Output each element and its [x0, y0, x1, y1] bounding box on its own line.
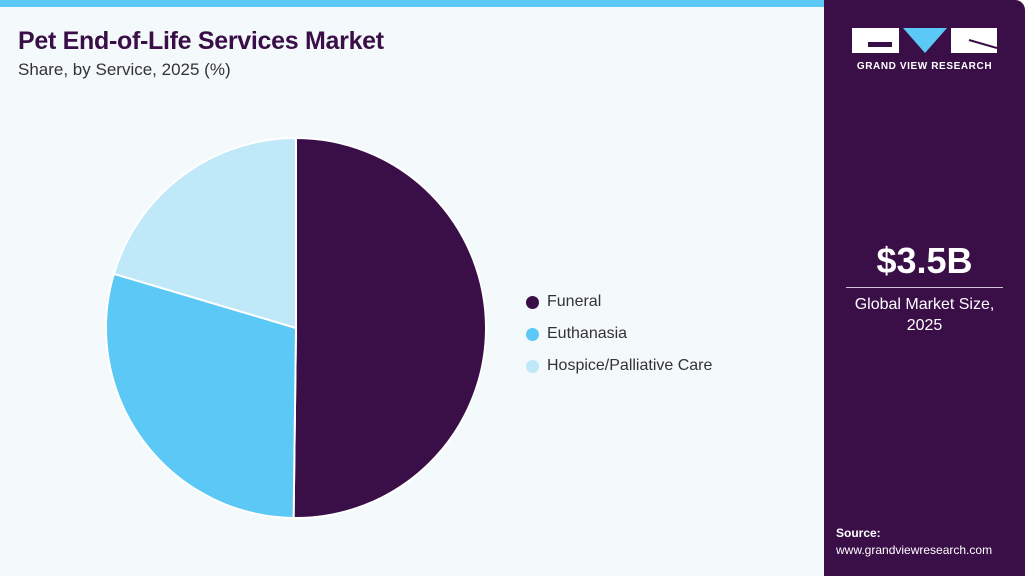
- legend-swatch: [526, 327, 539, 341]
- pie-slice-euthanasia: [105, 272, 298, 519]
- legend-swatch: [526, 359, 539, 373]
- market-size-label: Global Market Size, 2025: [824, 294, 1025, 336]
- legend-item: Funeral: [526, 286, 712, 318]
- source-label: Source:: [836, 526, 881, 540]
- legend-label: Hospice/Palliative Care: [547, 357, 713, 374]
- market-label-line1: Global Market Size,: [854, 296, 995, 313]
- chart-subtitle: Share, by Service, 2025 (%): [18, 60, 231, 79]
- legend-item: Hospice/Palliative Care: [526, 350, 712, 382]
- pie-slice-funeral: [292, 136, 487, 519]
- grand-view-research-logo: [852, 28, 997, 53]
- logo-text: GRAND VIEW RESEARCH: [856, 61, 993, 72]
- market-label-line2: 2025: [906, 317, 943, 334]
- legend-item: Euthanasia: [526, 318, 712, 350]
- chart-area: Pet End-of-Life Services Market Share, b…: [0, 0, 824, 576]
- sidebar: GRAND VIEW RESEARCH $3.5B Global Market …: [824, 0, 1025, 576]
- accent-bar: [0, 0, 824, 7]
- legend-swatch: [526, 295, 539, 309]
- chart-title: Pet End-of-Life Services Market: [18, 27, 384, 55]
- source-url[interactable]: www.grandviewresearch.com: [836, 543, 993, 557]
- legend: Funeral Euthanasia Hospice/Palliative Care: [526, 286, 712, 382]
- legend-label: Funeral: [547, 293, 602, 310]
- legend-label: Euthanasia: [547, 325, 628, 342]
- market-size-value: $3.5B: [876, 240, 973, 281]
- divider: [846, 287, 1003, 288]
- pie-slice-hospice-palliative-care: [112, 136, 297, 330]
- pie-chart: [105, 136, 487, 519]
